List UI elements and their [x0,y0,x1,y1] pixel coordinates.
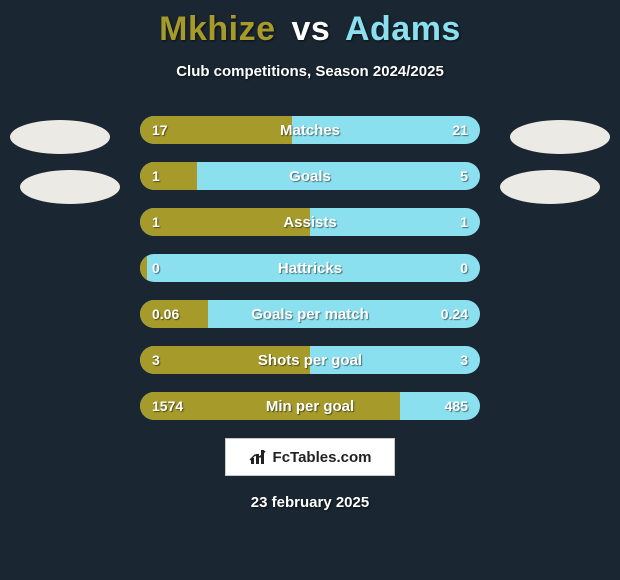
avatar-right-1 [510,120,610,154]
stat-value-right: 0.24 [441,300,468,328]
stat-value-right: 0 [460,254,468,282]
avatar-left-2 [20,170,120,204]
avatar-right-2 [500,170,600,204]
stat-label: Assists [140,208,480,236]
stats-container: 17Matches211Goals51Assists10Hattricks00.… [140,116,480,420]
player1-name: Mkhize [159,10,275,48]
footer-badge: FcTables.com [225,438,395,476]
subtitle: Club competitions, Season 2024/2025 [0,63,620,80]
date-label: 23 february 2025 [0,494,620,511]
chart-icon [249,448,267,466]
avatar-left-1 [10,120,110,154]
stat-row: 1574Min per goal485 [140,392,480,420]
stat-value-right: 5 [460,162,468,190]
stat-value-right: 485 [445,392,468,420]
stat-value-right: 1 [460,208,468,236]
stat-label: Goals [140,162,480,190]
stat-row: 0Hattricks0 [140,254,480,282]
stat-label: Hattricks [140,254,480,282]
stat-label: Goals per match [140,300,480,328]
stat-row: 1Assists1 [140,208,480,236]
stat-row: 17Matches21 [140,116,480,144]
stat-row: 1Goals5 [140,162,480,190]
stat-label: Min per goal [140,392,480,420]
comparison-title: Mkhize vs Adams [0,0,620,49]
stat-row: 0.06Goals per match0.24 [140,300,480,328]
stat-value-right: 21 [452,116,468,144]
stat-value-right: 3 [460,346,468,374]
vs-text: vs [291,10,330,48]
player2-name: Adams [345,10,461,48]
brand-label: FcTables.com [273,449,372,466]
stat-row: 3Shots per goal3 [140,346,480,374]
stat-label: Matches [140,116,480,144]
stat-label: Shots per goal [140,346,480,374]
